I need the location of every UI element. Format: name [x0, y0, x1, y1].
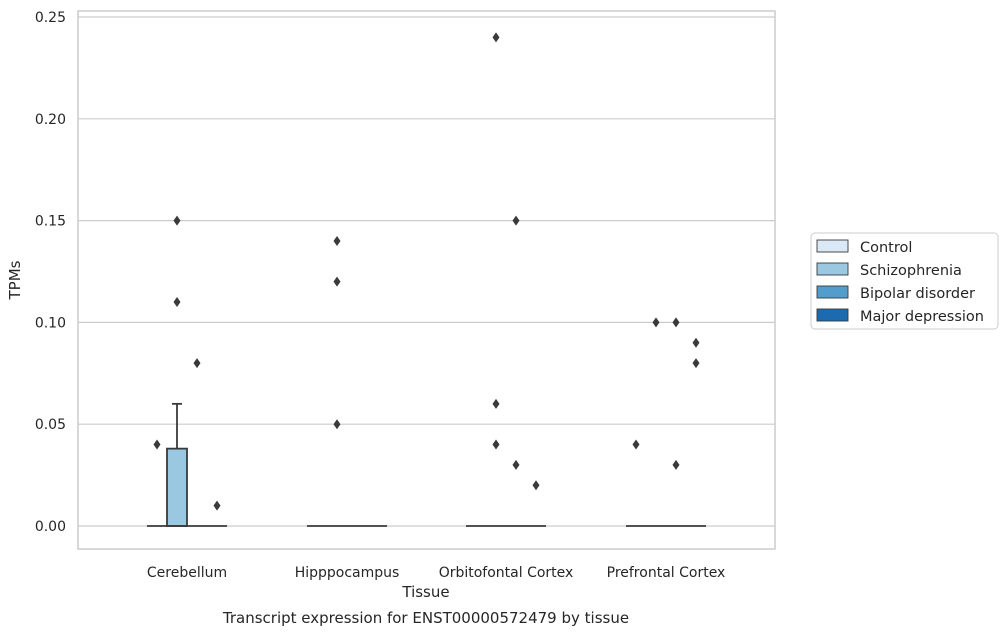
y-axis-title: TPMs [6, 260, 24, 300]
outlier-point [672, 317, 680, 328]
outlier-point [692, 358, 700, 369]
legend-label: Control [860, 240, 912, 256]
x-tick-label: Prefrontal Cortex [607, 565, 726, 581]
legend-label: Schizophrenia [860, 263, 962, 279]
outlier-point [193, 358, 201, 369]
outlier-point [333, 276, 341, 287]
outlier-point [213, 500, 221, 511]
box-major-depression [526, 480, 546, 527]
chart-caption: Transcript expression for ENST0000057247… [222, 609, 629, 627]
y-tick-label: 0.05 [35, 417, 66, 433]
legend-label: Major depression [860, 309, 984, 325]
box-major-depression [686, 337, 706, 527]
outlier-point [173, 297, 181, 308]
legend-frame [810, 232, 999, 330]
box-schizophrenia [166, 215, 188, 527]
box-schizophrenia [327, 235, 347, 527]
outlier-point [512, 215, 520, 226]
box-schizophrenia [486, 32, 506, 527]
y-tick-label: 0.15 [35, 214, 66, 230]
x-tick-label: Orbitofontal Cortex [439, 565, 574, 581]
x-tick-label: Cerebellum [147, 565, 227, 581]
legend-swatch [816, 239, 849, 253]
box-bipolar-disorder [506, 215, 526, 527]
outlier-point [532, 480, 540, 491]
x-tick-label: Hipppocampus [295, 565, 400, 581]
outlier-point [492, 398, 500, 409]
box-body [166, 447, 188, 527]
legend-swatch [816, 308, 849, 322]
outlier-point [333, 235, 341, 246]
outlier-point [492, 439, 500, 450]
outlier-point [173, 215, 181, 226]
outlier-point [512, 459, 520, 470]
y-tick-label: 0.10 [35, 315, 66, 331]
plot-frame [77, 10, 776, 550]
y-tick-label: 0.20 [35, 112, 66, 128]
legend: Control Schizophrenia Bipolar disorder Majo… [810, 232, 999, 330]
x-axis-title: Tissue [401, 583, 449, 601]
legend-label: Bipolar disorder [860, 286, 975, 302]
outlier-point [672, 459, 680, 470]
box-control [147, 439, 167, 527]
outlier-point [492, 32, 500, 43]
box-bipolar-disorder [666, 317, 686, 527]
legend-swatch [816, 262, 849, 276]
boxes [147, 32, 706, 527]
box-schizophrenia [646, 317, 666, 527]
y-tick-label: 0.25 [35, 10, 66, 26]
box-major-depression [207, 500, 227, 527]
x-tick-labels: Cerebellum Hipppocampus Orbitofontal Corte… [147, 565, 725, 581]
outlier-point [652, 317, 660, 328]
outlier-point [632, 439, 640, 450]
y-tick-labels: 0.00 0.05 0.10 0.15 0.20 0.25 [35, 10, 66, 535]
y-tick-label: 0.00 [35, 519, 66, 535]
legend-swatch [816, 285, 849, 299]
outlier-point [692, 337, 700, 348]
outlier-point [153, 439, 161, 450]
outlier-point [333, 419, 341, 430]
box-bipolar-disorder [187, 358, 207, 527]
box-control [626, 439, 646, 527]
